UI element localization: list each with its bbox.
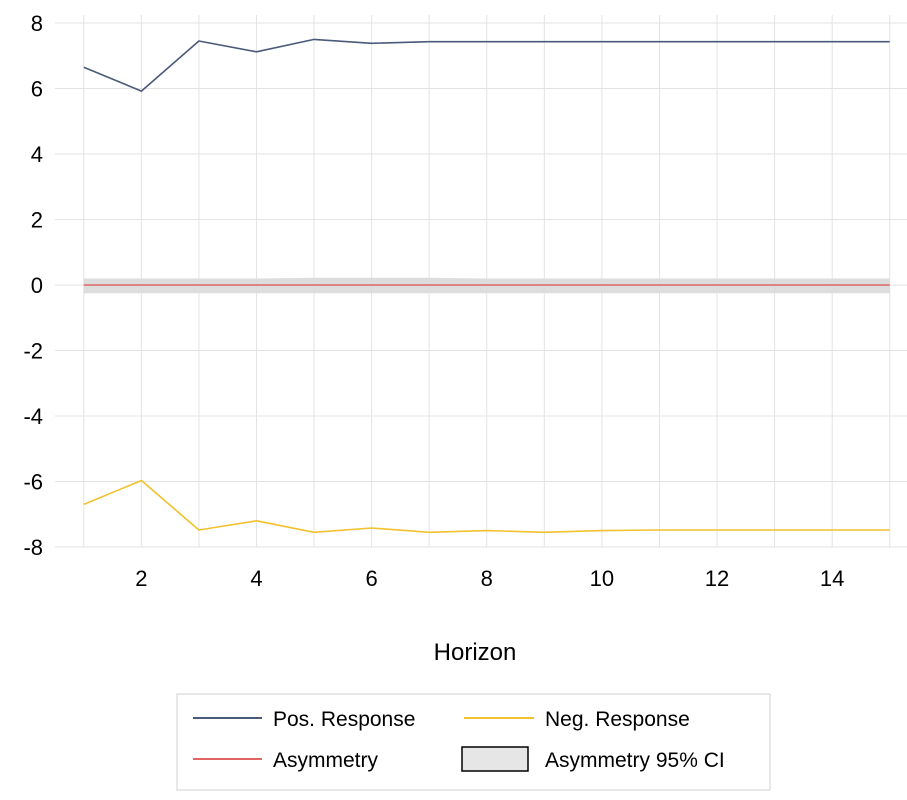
legend-label-asymmetry: Asymmetry	[273, 749, 379, 772]
y-tick-label: 0	[31, 273, 43, 298]
y-tick-label: 2	[31, 208, 43, 233]
legend-swatch-asymmetry-ci	[461, 746, 529, 772]
y-tick-label: -2	[23, 339, 43, 364]
y-tick-label: 6	[31, 77, 43, 102]
legend: Pos. Response Neg. Response Asymmetry As…	[176, 693, 771, 791]
y-tick-label: -4	[23, 404, 43, 429]
legend-label-pos-response: Pos. Response	[273, 708, 415, 731]
series-line-neg-response	[83, 479, 890, 534]
x-tick-label: 4	[250, 566, 262, 591]
legend-label-asymmetry-ci: Asymmetry 95% CI	[545, 749, 725, 772]
x-tick-labels: 2 4 6 8 10 12 14	[135, 566, 844, 591]
legend-label-neg-response: Neg. Response	[545, 708, 690, 731]
x-tick-label: 10	[590, 566, 614, 591]
series-line-pos-response	[83, 38, 890, 92]
legend-frame	[176, 693, 771, 791]
x-tick-label: 12	[705, 566, 729, 591]
x-axis-title: Horizon	[434, 639, 517, 666]
y-tick-labels: 8 6 4 2 0 -2 -4 -6 -8	[23, 11, 43, 560]
y-tick-label: -6	[23, 470, 43, 495]
series-layer	[83, 38, 890, 534]
y-tick-label: 8	[31, 11, 43, 36]
x-tick-label: 2	[135, 566, 147, 591]
x-tick-label: 6	[365, 566, 377, 591]
x-tick-label: 8	[481, 566, 493, 591]
y-tick-label: -8	[23, 535, 43, 560]
x-tick-label: 14	[820, 566, 844, 591]
y-tick-label: 4	[31, 142, 43, 167]
